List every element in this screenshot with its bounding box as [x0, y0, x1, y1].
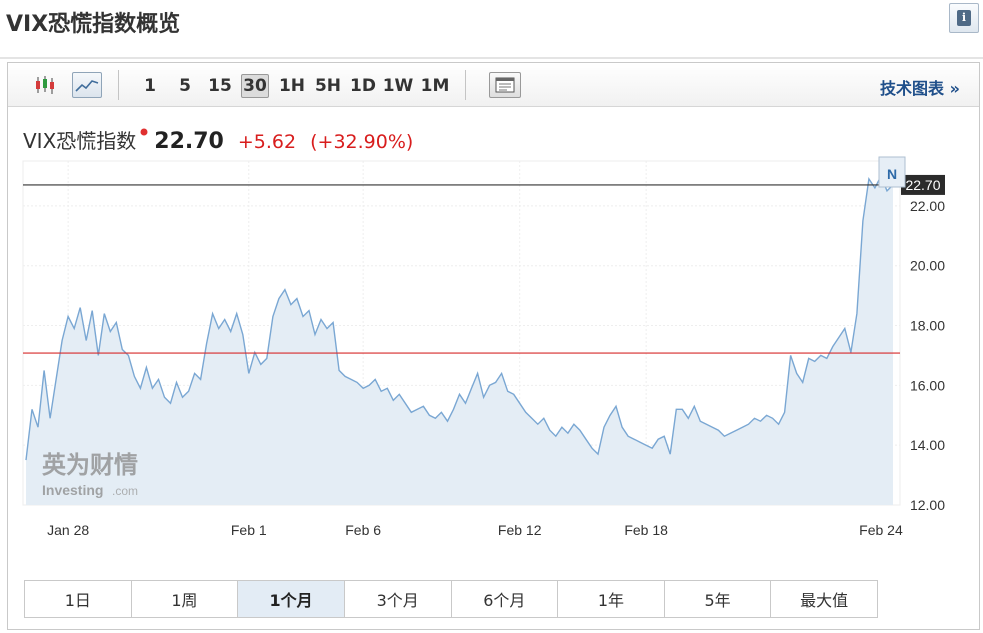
chart-widget: 1 5 15 30 1H 5H 1D 1W 1M 技术图表 » VIX恐慌指数 22.70 +5…: [7, 62, 980, 630]
quote-header: VIX恐慌指数 22.70 +5.62 (+32.90%): [23, 125, 413, 155]
interval-button[interactable]: 30: [241, 74, 269, 98]
price-chart[interactable]: 英为财情 Investing .com 12.00 14.00 16.00 18.00 20.…: [8, 63, 979, 568]
x-tick-label: Feb 1: [231, 522, 267, 538]
instrument-name: VIX恐慌指数: [23, 129, 137, 153]
range-tab[interactable]: 3个月: [344, 581, 452, 617]
interval-button[interactable]: 1W: [382, 76, 414, 96]
series-line: [25, 174, 894, 461]
series-area: [26, 176, 893, 505]
price-change-percent: (+32.90%): [310, 131, 414, 153]
watermark-en: Investing: [42, 482, 103, 498]
current-price-tag: [901, 174, 945, 195]
info-button[interactable]: i: [949, 3, 979, 33]
last-price: 22.70: [154, 129, 224, 154]
technical-chart-link[interactable]: 技术图表 »: [880, 79, 960, 98]
y-tick-label: 22.00: [910, 198, 945, 214]
x-tick-label: Feb 6: [345, 522, 381, 538]
x-tick-label: Feb 12: [498, 522, 542, 538]
price-change: +5.62: [237, 131, 297, 153]
chart-toolbar: 1 5 15 30 1H 5H 1D 1W 1M 技术图表 »: [8, 63, 979, 107]
interval-button[interactable]: 1D: [350, 76, 376, 96]
range-tab[interactable]: 6个月: [451, 581, 559, 617]
range-tab[interactable]: 1年: [558, 581, 665, 617]
x-tick-label: Feb 24: [859, 522, 903, 538]
alert-pin-icon: [140, 128, 148, 136]
watermark-suffix: .com: [112, 484, 138, 498]
y-tick-label: 14.00: [910, 437, 945, 453]
range-tab[interactable]: 1周: [131, 581, 239, 617]
interval-button[interactable]: 1H: [278, 76, 306, 96]
y-tick-label: 20.00: [910, 258, 945, 274]
interval-button[interactable]: 1: [144, 76, 156, 96]
current-price-label: 22.70: [905, 177, 940, 193]
candlestick-icon[interactable]: [34, 72, 56, 98]
line-chart-icon[interactable]: [72, 72, 102, 98]
x-tick-label: Feb 18: [624, 522, 668, 538]
interval-button[interactable]: 1M: [420, 76, 450, 96]
range-tab[interactable]: 1日: [25, 581, 132, 617]
interval-button[interactable]: 15: [208, 76, 232, 96]
watermark-cn: 英为财情: [42, 452, 138, 479]
toolbar-separator: [465, 70, 466, 100]
range-tab[interactable]: 5年: [664, 581, 772, 617]
interval-button[interactable]: 5: [179, 76, 191, 96]
news-marker: [878, 156, 906, 188]
y-tick-label: 12.00: [910, 497, 945, 513]
range-tabs: 1日 1周 1个月 3个月 6个月 1年 5年 最大值: [24, 580, 878, 618]
page-title: VIX恐慌指数概览: [6, 12, 181, 37]
news-marker-label: N: [887, 166, 897, 182]
table-view-icon[interactable]: [489, 72, 521, 98]
info-icon: i: [957, 10, 971, 26]
y-tick-label: 16.00: [910, 377, 945, 393]
range-tab[interactable]: 最大值: [771, 581, 877, 617]
x-tick-label: Jan 28: [47, 522, 89, 538]
title-divider: [0, 57, 983, 59]
y-tick-label: 18.00: [910, 318, 945, 334]
interval-button[interactable]: 5H: [314, 76, 342, 96]
range-tab[interactable]: 1个月: [238, 581, 345, 617]
toolbar-separator: [118, 70, 119, 100]
